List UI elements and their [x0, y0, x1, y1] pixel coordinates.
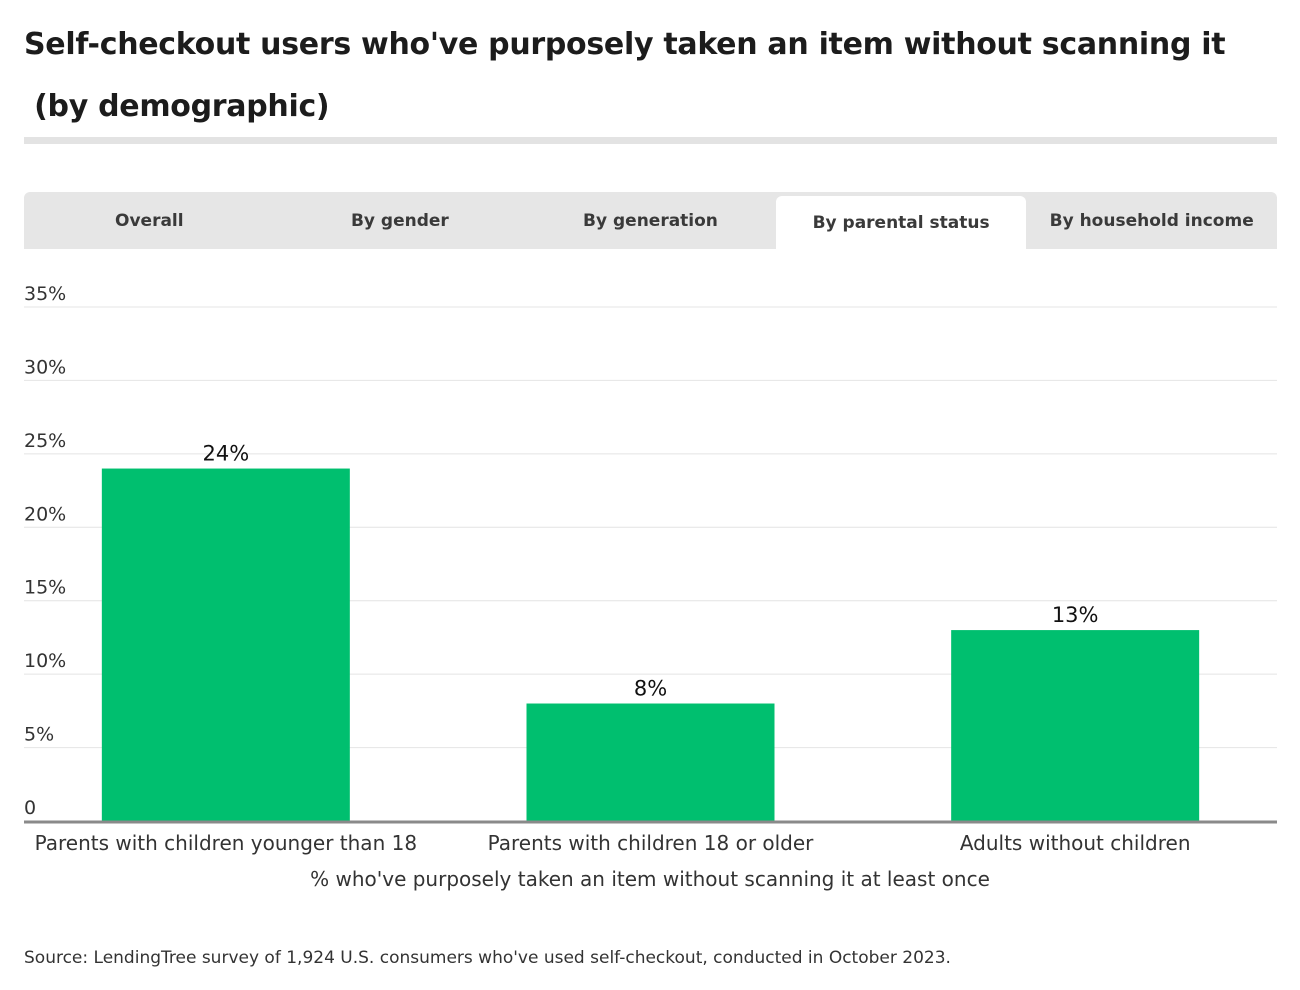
tab-by-household-income[interactable]: By household income: [1049, 210, 1254, 231]
bar: [101, 468, 350, 821]
title-divider: [24, 137, 1277, 144]
y-tick-label: 30%: [24, 356, 66, 378]
x-tick-label: Parents with children 18 or older: [488, 831, 815, 855]
tab-by-gender[interactable]: By gender: [350, 210, 449, 231]
data-label: 13%: [1052, 603, 1099, 627]
y-tick-label: 25%: [24, 430, 66, 452]
y-tick-label: 20%: [24, 503, 66, 525]
data-label: 8%: [634, 677, 667, 701]
tab-bar: Overall By gender By generation By paren…: [24, 192, 1277, 249]
tab-by-parental-status[interactable]: By parental status: [775, 196, 1027, 249]
x-axis-title: % who've purposely taken an item without…: [310, 867, 990, 891]
y-tick-label: 15%: [24, 577, 66, 599]
chart-title-line-2: (by demographic): [24, 89, 330, 124]
y-tick-label: 10%: [24, 650, 66, 672]
chart-title: Self-checkout users who've purposely tak…: [24, 14, 1274, 138]
source-note: Source: LendingTree survey of 1,924 U.S.…: [24, 948, 951, 968]
bar: [951, 630, 1200, 821]
y-tick-label: 0: [24, 797, 36, 819]
data-label: 24%: [202, 442, 249, 466]
x-tick-label: Adults without children: [960, 831, 1191, 855]
tab-overall[interactable]: Overall: [115, 210, 184, 231]
chart-title-line-1: Self-checkout users who've purposely tak…: [24, 27, 1226, 62]
y-tick-label: 35%: [24, 283, 66, 305]
tab-by-generation[interactable]: By generation: [583, 210, 718, 231]
x-tick-label: Parents with children younger than 18: [35, 831, 417, 855]
bar: [526, 703, 775, 821]
y-tick-label: 5%: [24, 724, 54, 746]
